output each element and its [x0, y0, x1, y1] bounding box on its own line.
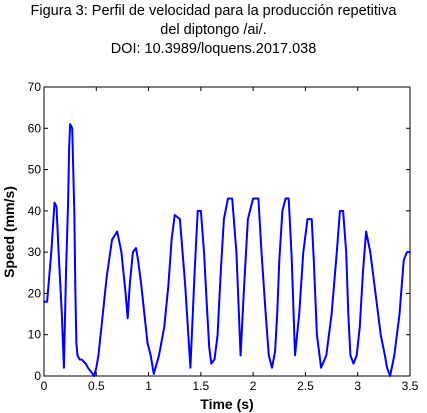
x-tick-label: 2.5 [297, 379, 314, 393]
y-axis-label: Speed (mm/s) [1, 186, 17, 278]
y-tick-label: 60 [28, 121, 42, 135]
x-tick-label: 3 [354, 379, 361, 393]
y-tick-label: 50 [28, 163, 42, 177]
x-axis-label: Time (s) [200, 396, 253, 412]
series-layer [43, 123, 411, 377]
plot-area-frame [43, 86, 411, 377]
y-tick-label: 0 [34, 369, 41, 383]
caption-line-2: del diptongo /ai/. [160, 22, 267, 38]
x-tick-label: 3.5 [402, 379, 419, 393]
y-tick-label: 40 [28, 204, 42, 218]
caption-line-3: DOI: 10.3989/loquens.2017.038 [110, 41, 317, 57]
caption-line-1: Figura 3: Perfil de velocidad para la pr… [30, 3, 397, 19]
x-tick-label: 0 [41, 379, 48, 393]
y-tick-label: 70 [28, 80, 42, 94]
x-tick-label: 1 [145, 379, 152, 393]
axis-ticks: 0 0.5 1 1.5 2 2.5 3 3.5 0 10 20 30 40 50 60 70 [28, 80, 419, 393]
speed-series-line [43, 123, 411, 377]
y-tick-label: 20 [28, 286, 42, 300]
figure-caption: Figura 3: Perfil de velocidad para la pr… [0, 2, 427, 59]
y-tick-label: 10 [28, 328, 42, 342]
x-tick-label: 2 [250, 379, 257, 393]
x-tick-label: 1.5 [193, 379, 210, 393]
x-tick-label: 0.5 [88, 379, 105, 393]
y-tick-label: 30 [28, 245, 42, 259]
